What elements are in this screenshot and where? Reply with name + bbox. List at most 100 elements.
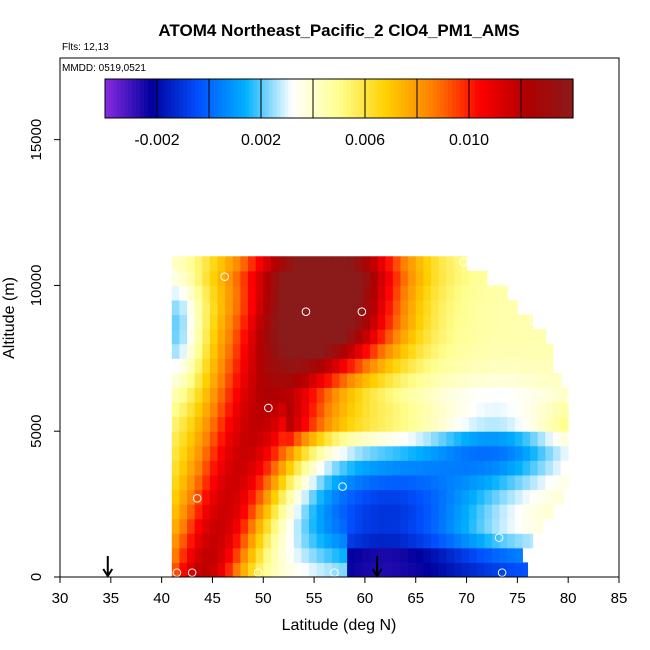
heatmap-cell bbox=[301, 358, 310, 374]
heatmap-cell bbox=[293, 431, 302, 447]
heatmap-cell bbox=[423, 431, 432, 447]
y-tick-label: 0 bbox=[28, 573, 45, 581]
heatmap-cell bbox=[408, 256, 417, 272]
heatmap-cell bbox=[545, 504, 554, 520]
heatmap-cell bbox=[560, 489, 564, 505]
heatmap-cell bbox=[248, 314, 257, 330]
heatmap-cell bbox=[248, 358, 257, 374]
heatmap-cell bbox=[293, 460, 302, 476]
heatmap-cell bbox=[202, 402, 211, 418]
heatmap-cell bbox=[415, 504, 424, 520]
heatmap-cell bbox=[309, 489, 318, 505]
heatmap-cell bbox=[278, 358, 287, 374]
heatmap-cell bbox=[347, 372, 356, 388]
flight-point bbox=[560, 488, 570, 497]
heatmap-cell bbox=[270, 300, 280, 316]
heatmap-cell bbox=[316, 270, 325, 286]
heatmap-cell bbox=[354, 300, 363, 316]
heatmap-cell bbox=[286, 285, 295, 301]
heatmap-cell bbox=[286, 504, 295, 520]
heatmap-cell bbox=[438, 547, 447, 563]
heatmap-cell bbox=[446, 358, 455, 374]
heatmap-cell bbox=[362, 474, 371, 491]
heatmap-cell bbox=[545, 329, 547, 345]
heatmap-cell bbox=[400, 343, 409, 359]
heatmap-cell bbox=[217, 445, 226, 461]
heatmap-cell bbox=[408, 547, 417, 563]
heatmap-cell bbox=[347, 285, 356, 301]
heatmap-cell bbox=[552, 460, 562, 476]
heatmap-cell bbox=[248, 300, 257, 316]
heatmap-cell bbox=[415, 314, 424, 330]
heatmap-cell bbox=[240, 547, 249, 563]
heatmap-cell bbox=[354, 533, 363, 549]
heatmap-cell bbox=[537, 329, 546, 345]
heatmap-cell bbox=[248, 256, 257, 272]
heatmap-cell bbox=[255, 518, 264, 534]
heatmap-cell bbox=[484, 285, 493, 301]
heatmap-cell bbox=[255, 504, 264, 520]
heatmap-cell bbox=[263, 474, 272, 491]
heatmap-cell bbox=[255, 372, 264, 388]
heatmap-cell bbox=[270, 314, 280, 330]
heatmap-cell bbox=[560, 474, 569, 491]
heatmap-cell bbox=[286, 358, 295, 374]
heatmap-cell bbox=[331, 256, 340, 272]
heatmap-cell bbox=[491, 518, 501, 534]
heatmap-cell bbox=[408, 489, 417, 505]
heatmap-cell bbox=[438, 270, 447, 286]
x-tick-label: 45 bbox=[204, 590, 221, 607]
heatmap-cell bbox=[400, 270, 409, 286]
heatmap-cell bbox=[369, 504, 379, 520]
heatmap-cell bbox=[377, 402, 386, 418]
heatmap-cell bbox=[469, 270, 478, 286]
heatmap-cell bbox=[202, 504, 211, 520]
heatmap-cell bbox=[171, 402, 180, 418]
heatmap-cell bbox=[209, 270, 219, 286]
heatmap-cell bbox=[499, 416, 508, 432]
heatmap-cell bbox=[347, 358, 356, 374]
heatmap-cell bbox=[522, 489, 531, 505]
heatmap-cell bbox=[301, 533, 310, 549]
heatmap-cell bbox=[446, 300, 455, 316]
heatmap-cell bbox=[522, 402, 531, 418]
heatmap-cell bbox=[369, 518, 379, 534]
heatmap-cell bbox=[179, 533, 188, 549]
heatmap-cell bbox=[484, 416, 493, 432]
heatmap-cell bbox=[240, 533, 249, 549]
heatmap-cell bbox=[347, 256, 356, 272]
heatmap-cell bbox=[324, 285, 333, 301]
heatmap-cell bbox=[362, 372, 371, 388]
heatmap-cell bbox=[324, 416, 333, 432]
heatmap-cell bbox=[347, 489, 356, 505]
heatmap-cell bbox=[194, 256, 203, 272]
heatmap-cell bbox=[316, 547, 325, 563]
heatmap-cell bbox=[530, 372, 539, 388]
heatmap-cell bbox=[324, 474, 333, 491]
heatmap-cell bbox=[171, 329, 180, 345]
heatmap-cell bbox=[347, 343, 356, 359]
heatmap-cell bbox=[423, 416, 432, 432]
heatmap-cell bbox=[369, 431, 379, 447]
heatmap-cell bbox=[430, 416, 440, 432]
heatmap-cell bbox=[232, 562, 241, 578]
heatmap-cell bbox=[453, 445, 462, 461]
heatmap-cell bbox=[453, 285, 462, 301]
heatmap-cell bbox=[362, 285, 371, 301]
heatmap-cell bbox=[217, 518, 226, 534]
heatmap-cell bbox=[469, 547, 478, 563]
heatmap-cell bbox=[545, 358, 554, 374]
heatmap-cell bbox=[392, 285, 401, 301]
heatmap-cell bbox=[369, 547, 379, 563]
heatmap-cell bbox=[385, 504, 394, 520]
heatmap-cell bbox=[469, 285, 478, 301]
heatmap-cell bbox=[484, 547, 493, 563]
heatmap-cell bbox=[309, 460, 318, 476]
heatmap-cell bbox=[194, 300, 203, 316]
heatmap-cell bbox=[453, 329, 462, 345]
x-tick-label: 80 bbox=[560, 590, 577, 607]
heatmap-cell bbox=[461, 547, 470, 563]
heatmap-cell bbox=[278, 343, 287, 359]
heatmap-cell bbox=[377, 431, 386, 447]
heatmap-cell bbox=[362, 416, 371, 432]
